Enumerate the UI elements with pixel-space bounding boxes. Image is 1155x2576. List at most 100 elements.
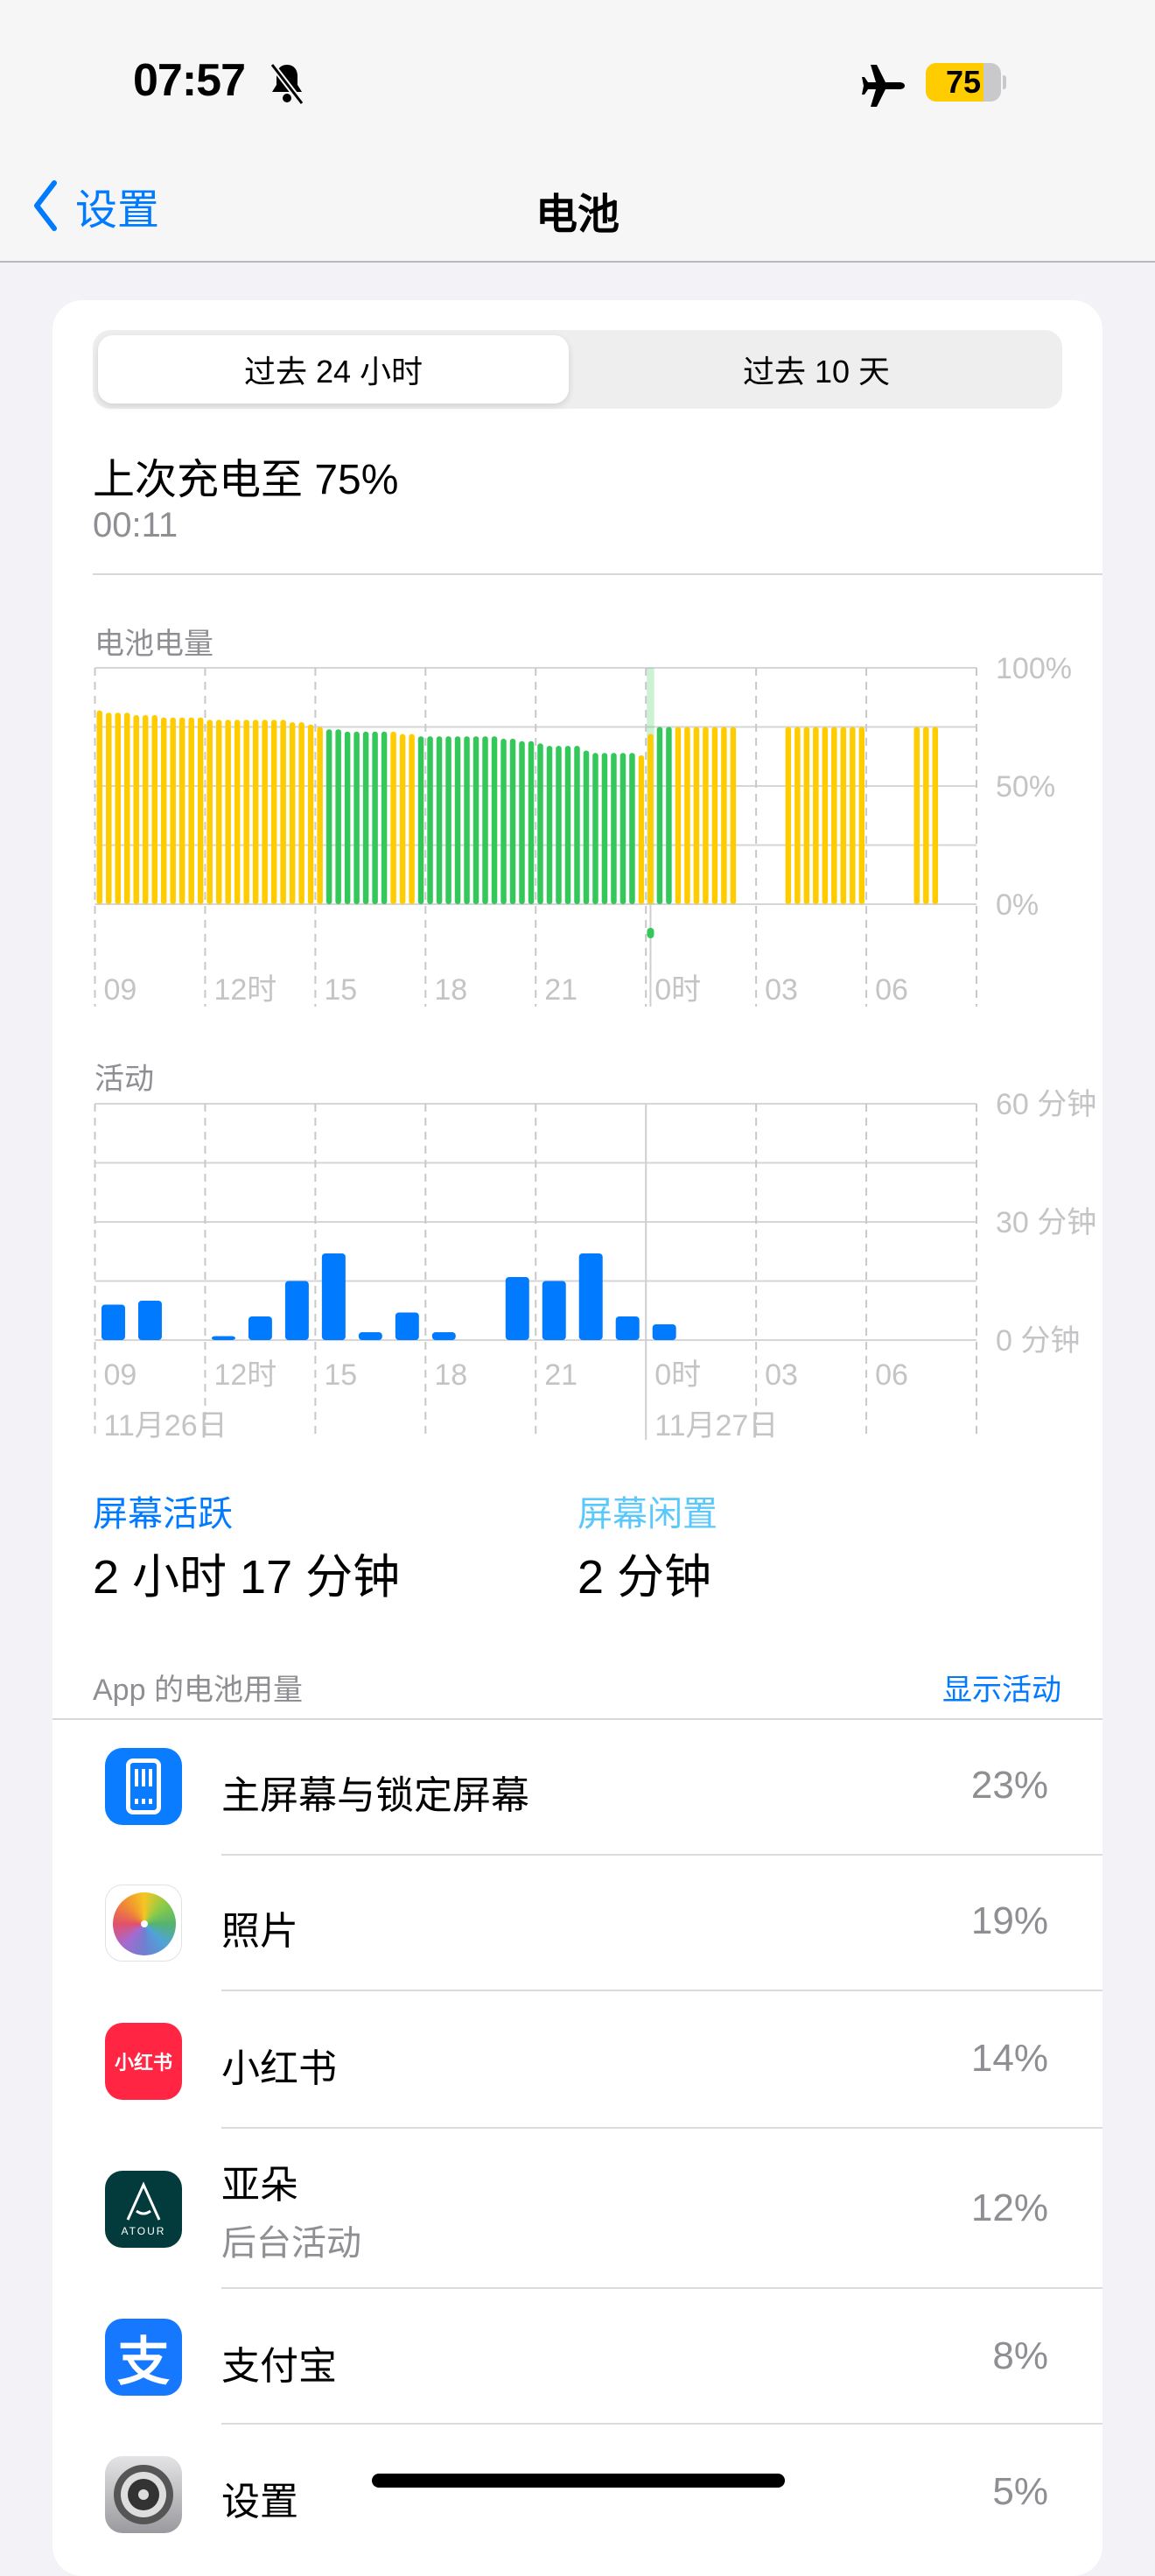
x-tick-label: 18 bbox=[434, 973, 467, 1007]
screen-idle-value: 2 分钟 bbox=[578, 1551, 712, 1604]
x-tick-label: 15 bbox=[324, 973, 357, 1007]
x-tick-label: 06 bbox=[875, 1358, 908, 1392]
battery-bar bbox=[409, 733, 415, 904]
battery-bar bbox=[472, 736, 480, 904]
app-name: 支付宝 bbox=[221, 2345, 337, 2388]
activity-bar bbox=[505, 1277, 529, 1340]
battery-bar bbox=[648, 733, 654, 904]
battery-bar bbox=[482, 736, 488, 904]
app-row-home-lock-screen[interactable]: 主屏幕与锁定屏幕 23% bbox=[52, 1720, 1102, 1856]
battery-level-label: 电池电量 bbox=[94, 628, 214, 661]
x-tick-label: 21 bbox=[544, 973, 578, 1007]
battery-bar bbox=[537, 743, 543, 904]
battery-bar bbox=[354, 731, 360, 904]
y-tick-label: 30 分钟 bbox=[996, 1206, 1096, 1239]
battery-bar bbox=[142, 715, 149, 904]
show-activity-button[interactable]: 显示活动 bbox=[942, 1674, 1061, 1707]
battery-bar bbox=[427, 736, 433, 904]
battery-bar bbox=[445, 736, 452, 904]
battery-bar bbox=[123, 712, 130, 904]
battery-bar bbox=[215, 719, 222, 904]
y-tick-label: 60 分钟 bbox=[996, 1088, 1096, 1121]
battery-bar bbox=[500, 739, 507, 904]
y-tick-label: 100% bbox=[996, 652, 1072, 685]
activity-bar bbox=[284, 1281, 309, 1340]
battery-bar bbox=[813, 726, 819, 904]
app-row-alipay[interactable]: 支 支付宝 8% bbox=[52, 2289, 1102, 2425]
row-separator bbox=[221, 2287, 1102, 2289]
battery-bar bbox=[454, 736, 461, 904]
battery-bar bbox=[270, 719, 277, 904]
battery-bar bbox=[262, 719, 268, 904]
battery-bar bbox=[344, 731, 351, 904]
battery-bar bbox=[840, 726, 847, 904]
x-tick-label: 03 bbox=[765, 973, 798, 1007]
app-row-xiaohongshu[interactable]: 小红书 小红书 14% bbox=[52, 1991, 1102, 2129]
battery-bar bbox=[703, 726, 709, 904]
home-indicator[interactable] bbox=[372, 2474, 785, 2488]
xiaohongshu-logo-text: 小红书 bbox=[114, 2052, 172, 2074]
battery-bar bbox=[307, 724, 314, 904]
battery-bar bbox=[519, 741, 525, 904]
x-tick-label: 18 bbox=[434, 1358, 467, 1392]
x-tick-label: 06 bbox=[875, 973, 908, 1007]
app-name: 亚朵 bbox=[221, 2164, 298, 2207]
xiaohongshu-icon: 小红书 bbox=[105, 2023, 182, 2100]
battery-bar bbox=[280, 719, 286, 904]
chevron-left-icon bbox=[34, 180, 57, 231]
battery-bar bbox=[932, 726, 939, 904]
tab-last-10-days[interactable]: 过去 10 天 bbox=[742, 354, 891, 390]
app-name: 设置 bbox=[221, 2481, 298, 2523]
app-row-atour[interactable]: ATOUR 亚朵 后台活动 12% bbox=[52, 2129, 1102, 2289]
battery-bar bbox=[151, 715, 158, 904]
battery-icon: 75 bbox=[926, 63, 1006, 107]
battery-bar bbox=[629, 753, 635, 904]
battery-card bbox=[52, 300, 1102, 2576]
activity-bar bbox=[358, 1332, 382, 1340]
gear-glyph bbox=[114, 2465, 173, 2524]
x-tick-label: 03 bbox=[765, 1358, 798, 1392]
atour-logo-text: ATOUR bbox=[121, 2225, 166, 2237]
x-tick-label: 12时 bbox=[214, 1358, 276, 1392]
battery-bar bbox=[417, 736, 424, 904]
x-tick-label: 09 bbox=[104, 973, 137, 1007]
alipay-logo-text: 支 bbox=[117, 2332, 170, 2391]
activity-bar bbox=[102, 1304, 125, 1340]
app-usage-section-title: App 的电池用量 bbox=[93, 1674, 303, 1707]
app-row-settings[interactable]: 设置 5% bbox=[52, 2425, 1102, 2560]
screen-active-value: 2 小时 17 分钟 bbox=[93, 1551, 401, 1604]
app-percent: 19% bbox=[970, 1899, 1048, 1942]
battery-bar bbox=[362, 731, 369, 904]
last-charge-time: 00:11 bbox=[93, 506, 178, 544]
back-button[interactable]: 设置 bbox=[32, 175, 159, 236]
app-row-photos[interactable]: 照片 19% bbox=[52, 1856, 1102, 1991]
battery-bar bbox=[803, 726, 810, 904]
app-percent: 14% bbox=[970, 2037, 1048, 2080]
settings-gear-icon bbox=[105, 2456, 182, 2533]
x-tick-label: 09 bbox=[104, 1358, 137, 1392]
battery-bar bbox=[298, 722, 304, 904]
header: 07:57 75 设置 电池 bbox=[0, 0, 1155, 263]
battery-bar bbox=[105, 712, 112, 904]
battery-bar bbox=[730, 726, 737, 904]
screen-active-label: 屏幕活跃 bbox=[93, 1495, 233, 1534]
y-tick-label: 50% bbox=[996, 770, 1055, 804]
divider bbox=[52, 1718, 1102, 1720]
app-subtitle: 后台活动 bbox=[221, 2224, 361, 2263]
battery-bar bbox=[914, 726, 920, 904]
alipay-icon: 支 bbox=[105, 2319, 182, 2396]
tab-last-24-hours[interactable]: 过去 24 小时 bbox=[98, 335, 569, 404]
status-time: 07:57 bbox=[133, 55, 246, 106]
x-tick-label: 21 bbox=[544, 1358, 578, 1392]
battery-bar bbox=[381, 731, 388, 904]
battery-bar bbox=[399, 733, 406, 904]
row-separator bbox=[221, 2423, 1102, 2425]
battery-bar bbox=[721, 726, 727, 904]
app-percent: 5% bbox=[992, 2470, 1048, 2513]
battery-bar bbox=[656, 726, 663, 904]
battery-bar bbox=[243, 719, 249, 904]
charge-marker bbox=[647, 928, 654, 938]
back-label: 设置 bbox=[75, 187, 160, 234]
activity-bar bbox=[321, 1253, 346, 1340]
battery-bar bbox=[206, 719, 213, 904]
